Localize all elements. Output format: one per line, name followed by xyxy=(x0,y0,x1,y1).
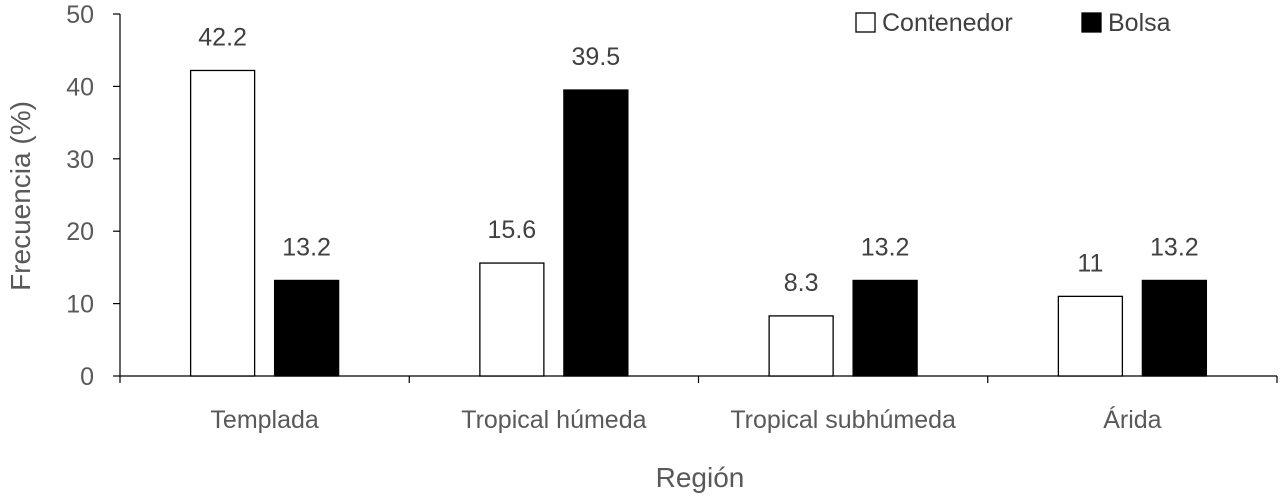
y-tick-label: 40 xyxy=(66,73,94,101)
data-label: 8.3 xyxy=(784,269,819,297)
legend-label-bolsa: Bolsa xyxy=(1108,9,1171,37)
bar-bolsa-1 xyxy=(563,89,629,377)
legend-label-contenedor: Contenedor xyxy=(882,9,1013,37)
y-tick-label: 30 xyxy=(66,146,94,174)
data-labels: 42.2 15.6 8.3 11 13.2 39.5 13.2 13.2 xyxy=(198,23,1198,296)
x-tick-label: Templada xyxy=(210,406,318,434)
bar-bolsa-0 xyxy=(273,279,340,377)
data-label: 13.2 xyxy=(1150,233,1199,261)
data-label: 39.5 xyxy=(572,43,621,71)
x-tick-label: Tropical húmeda xyxy=(461,406,646,434)
data-label: 13.2 xyxy=(861,233,910,261)
data-label: 42.2 xyxy=(198,23,247,51)
y-axis: 0 10 20 30 40 50 xyxy=(66,1,121,391)
x-axis: Templada Tropical húmeda Tropical subhúmed… xyxy=(119,375,1278,434)
data-label: 15.6 xyxy=(488,216,537,244)
y-tick-label: 50 xyxy=(66,1,94,29)
bar-bolsa-2 xyxy=(852,279,918,377)
legend-swatch-bolsa xyxy=(1081,12,1102,33)
y-axis-title: Frecuencia (%) xyxy=(5,101,36,291)
bar-contenedor-2 xyxy=(768,315,834,377)
legend: Contenedor Bolsa xyxy=(855,9,1171,37)
bar-bolsa-3 xyxy=(1141,279,1208,377)
y-tick-label: 10 xyxy=(66,291,94,319)
bar-contenedor-1 xyxy=(479,262,545,377)
bar-contenedor-3 xyxy=(1057,295,1124,377)
bar-contenedor-0 xyxy=(189,69,256,377)
y-tick-label: 20 xyxy=(66,218,94,246)
bars xyxy=(189,69,1208,377)
data-label: 11 xyxy=(1077,249,1103,277)
legend-swatch-contenedor xyxy=(855,12,876,33)
x-tick-label: Árida xyxy=(1103,405,1161,434)
x-axis-title: Región xyxy=(656,462,745,493)
data-label: 13.2 xyxy=(282,233,331,261)
x-tick-label: Tropical subhúmeda xyxy=(730,406,956,434)
y-tick-label: 0 xyxy=(80,363,94,391)
